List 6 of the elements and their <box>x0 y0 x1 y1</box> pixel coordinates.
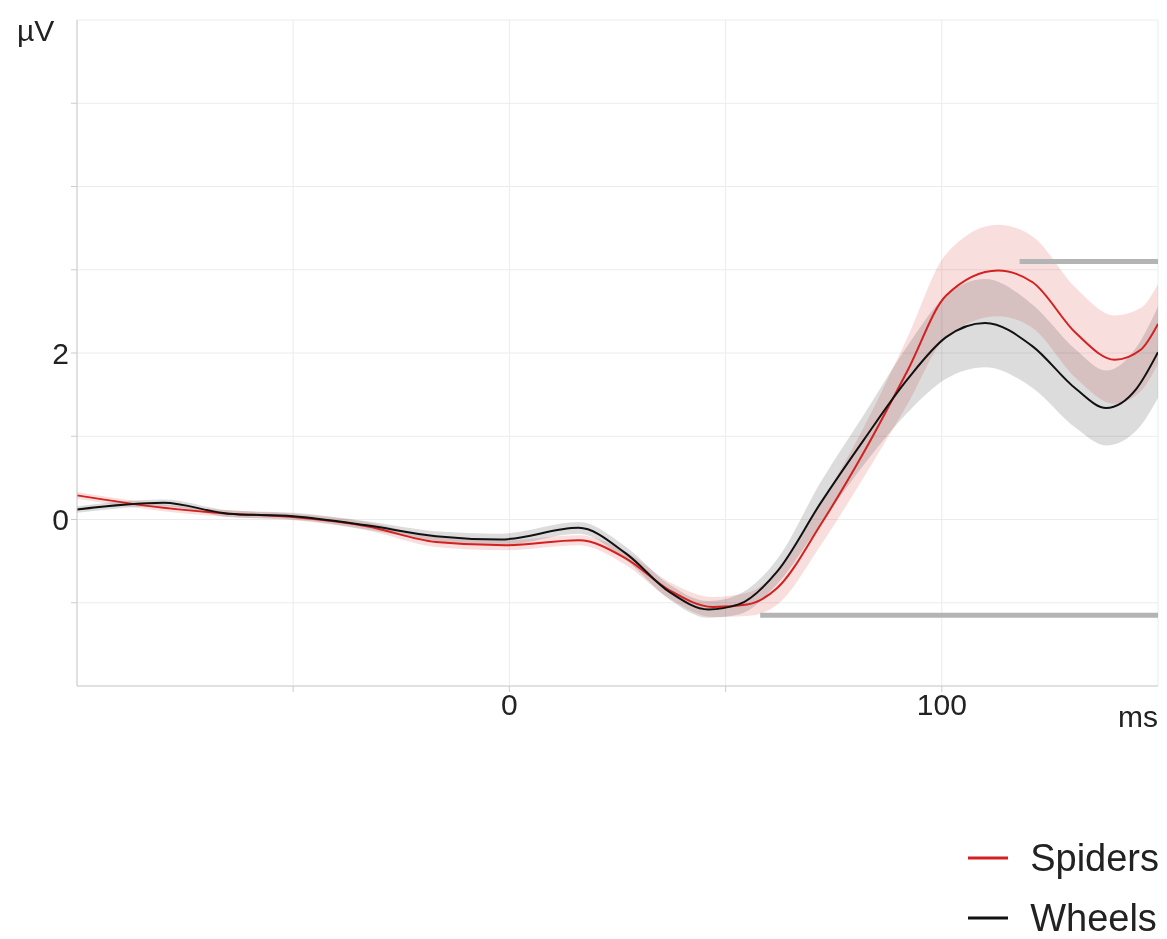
legend-label: Wheels <box>1030 896 1157 939</box>
y-tick-label: 2 <box>52 336 69 370</box>
x-tick-label: 100 <box>916 688 967 722</box>
x-axis-title: ms <box>1117 700 1158 734</box>
legend-label: Spiders <box>1030 836 1159 880</box>
y-axis-title: µV <box>17 14 55 48</box>
